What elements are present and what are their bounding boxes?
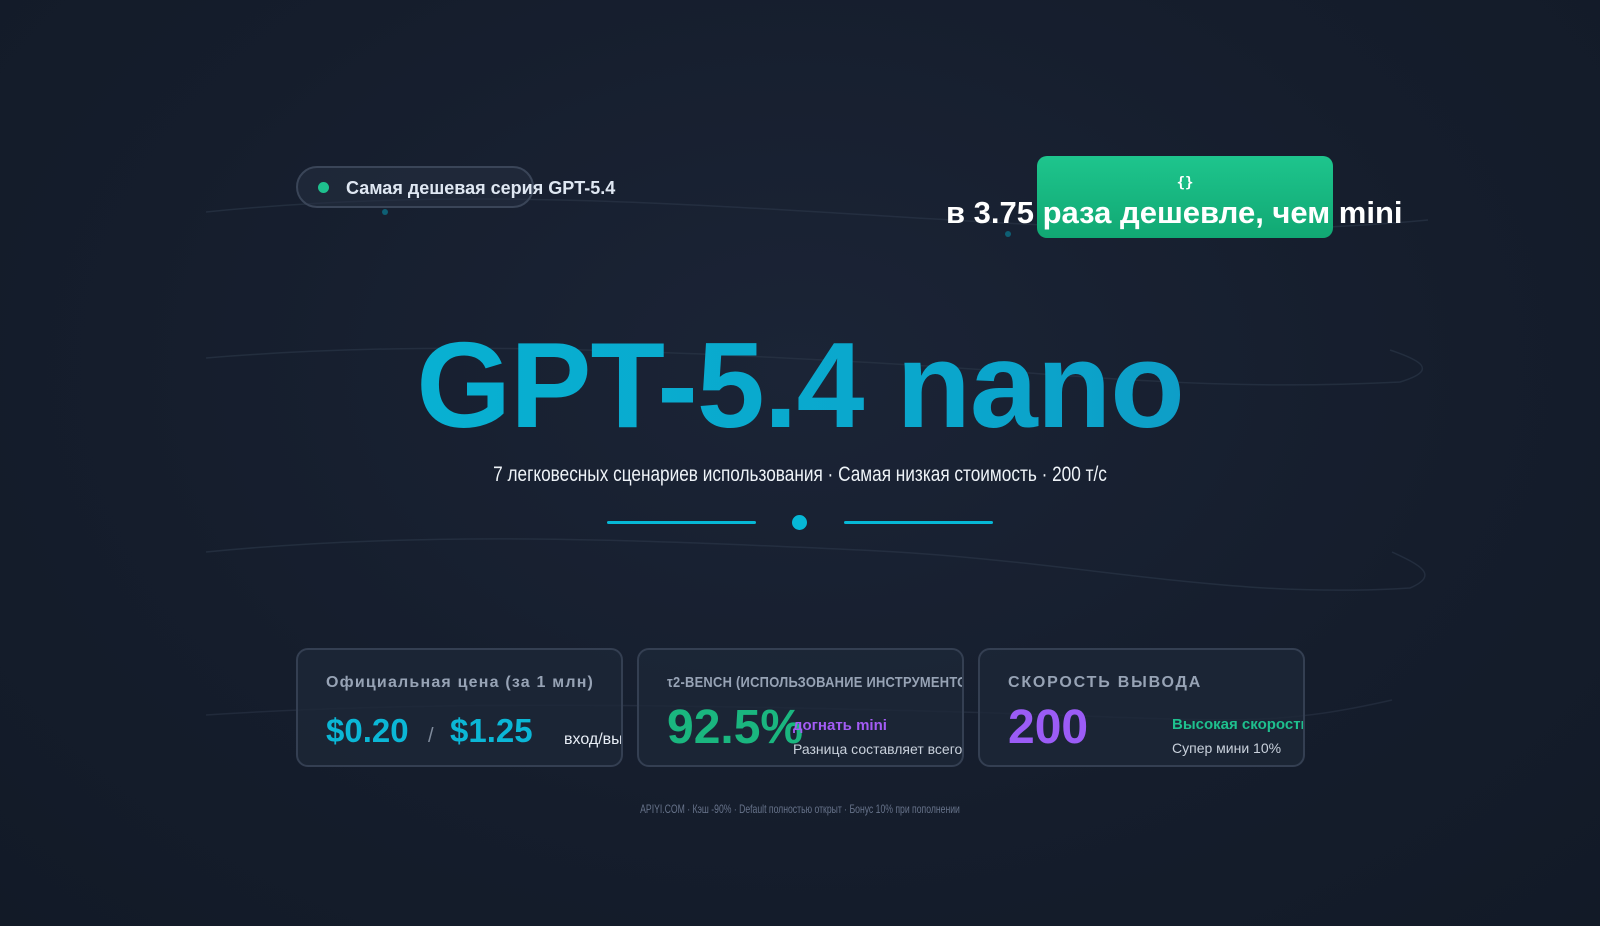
price-card-label: Официальная цена (за 1 млн) (326, 674, 595, 691)
benchmark-note-title: догнать mini (793, 717, 887, 734)
price-comparison-badge: {} (1037, 156, 1333, 238)
price-separator: / (428, 725, 434, 747)
series-tag: Самая дешевая серия GPT-5.4 (296, 166, 615, 208)
bg-dot (1005, 231, 1011, 237)
hero-subtitle: 7 легковесных сценариев использования · … (493, 463, 1107, 486)
price-comparison-text: в 3.75 раза дешевле, чем mini (946, 195, 1403, 230)
series-tag-label: Самая дешевая серия GPT-5.4 (346, 178, 616, 198)
hero-title: GPT-5.4 nano (0, 320, 1600, 450)
divider-dot (792, 515, 807, 530)
speed-card: СКОРОСТЬ ВЫВОДА 200 Высокая скорость Суп… (978, 648, 1305, 767)
benchmark-value: 92.5% (667, 701, 804, 754)
speed-card-label: СКОРОСТЬ ВЫВОДА (1008, 674, 1203, 691)
output-price: $1.25 (450, 712, 533, 749)
speed-value: 200 (1008, 701, 1089, 754)
footer-note: APIYI.COM · Кэш -90% · Default полностью… (0, 802, 1600, 816)
bg-dot (382, 209, 388, 215)
speed-note-subtitle: Супер мини 10% (1172, 740, 1282, 756)
input-price: $0.20 (326, 712, 409, 749)
benchmark-note-subtitle: Разница составляет всего 6% (793, 741, 963, 757)
divider-line-right (844, 521, 993, 524)
code-braces-icon: {} (1176, 175, 1194, 191)
bg-wave-line (205, 538, 1426, 591)
price-unit-label: вход/выход (564, 731, 623, 748)
benchmark-card: τ2-BENCH (ИСПОЛЬЗОВАНИЕ ИНСТРУМЕНТОВ) 92… (637, 648, 964, 767)
divider-line-left (607, 521, 756, 524)
price-card: Официальная цена (за 1 млн) $0.20 / $1.2… (296, 648, 623, 767)
status-dot (318, 181, 329, 193)
bg-wave-line (205, 347, 1424, 386)
footer-text: APIYI.COM · Кэш -90% · Default полностью… (640, 802, 960, 816)
benchmark-card-label: τ2-BENCH (ИСПОЛЬЗОВАНИЕ ИНСТРУМЕНТОВ) (667, 674, 964, 691)
speed-note-title: Высокая скорость (1172, 716, 1305, 733)
